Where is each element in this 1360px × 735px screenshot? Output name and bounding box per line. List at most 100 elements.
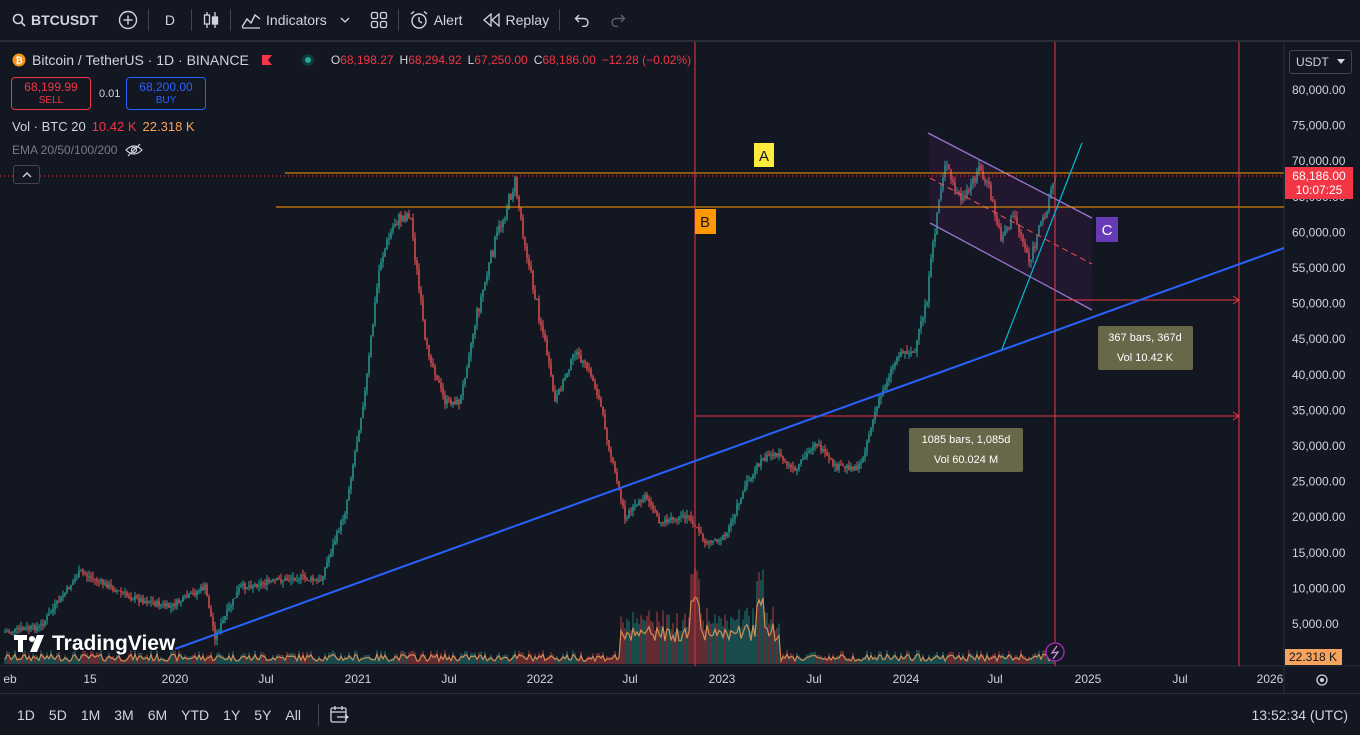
channel-upper-line[interactable] — [927, 132, 1093, 219]
volume-bar — [60, 659, 62, 664]
volume-bar — [62, 658, 64, 664]
blue-trend-line[interactable] — [174, 247, 1285, 650]
candle-body — [342, 519, 344, 522]
interval-button[interactable]: D — [149, 0, 191, 41]
chart-pane[interactable]: A B C 367 bars, 367d Vol 10.42 K 1085 ba… — [0, 42, 1360, 693]
indicators-label: Indicators — [266, 12, 327, 28]
volume-bar — [680, 630, 682, 664]
volume-bar — [284, 658, 286, 664]
utc-clock[interactable]: 13:52:34 (UTC) — [1251, 706, 1348, 723]
range-button-6m[interactable]: 6M — [147, 706, 168, 723]
candle-body — [434, 366, 436, 375]
candle-body — [1032, 246, 1034, 260]
date-range-picker-button[interactable] — [329, 705, 349, 725]
volume-bar — [798, 655, 800, 664]
volume-bar — [1030, 657, 1032, 664]
chart-settings-icon[interactable] — [1316, 674, 1328, 686]
layouts-button[interactable] — [360, 0, 398, 41]
volume-bar — [292, 652, 294, 664]
candle-body — [952, 179, 954, 183]
replay-button[interactable]: Replay — [473, 0, 560, 41]
volume-bar — [896, 656, 898, 664]
tradingview-logo[interactable]: TradingView — [14, 632, 175, 656]
eye-hidden-icon[interactable] — [125, 143, 144, 157]
sell-button[interactable]: 68,199.99 SELL — [11, 77, 91, 110]
volume-bar — [70, 658, 72, 664]
currency-select[interactable]: USDT — [1289, 50, 1352, 74]
candle-body — [790, 464, 792, 468]
candle-body — [956, 192, 958, 194]
candle-body — [420, 289, 422, 301]
candle-body — [894, 363, 896, 367]
redo-button[interactable] — [604, 0, 632, 41]
volume-bar — [410, 651, 412, 664]
label-b[interactable]: B — [700, 214, 710, 231]
range-button-5d[interactable]: 5D — [48, 706, 67, 723]
volume-bar — [530, 653, 532, 664]
indicators-button[interactable]: Indicators — [231, 0, 360, 41]
candle-body — [30, 626, 32, 630]
volume-bar — [994, 652, 996, 664]
volume-bar — [130, 650, 132, 664]
label-a[interactable]: A — [759, 148, 769, 165]
buy-button[interactable]: 68,200.00 BUY — [126, 77, 206, 110]
candle-body — [412, 218, 414, 238]
compare-symbol-button[interactable] — [108, 0, 148, 41]
candle-body — [814, 443, 816, 447]
symbol-search-button[interactable]: BTCUSDT — [0, 0, 108, 41]
range-button-1m[interactable]: 1M — [80, 706, 101, 723]
series-title[interactable]: Bitcoin / TetherUS · 1D · BINANCE — [32, 52, 249, 68]
candle-body — [96, 579, 98, 582]
price-chart[interactable]: A B C 367 bars, 367d Vol 10.42 K 1085 ba… — [0, 42, 1360, 693]
range-button-3m[interactable]: 3M — [114, 706, 134, 723]
chart-type-button[interactable] — [192, 0, 230, 41]
channel-lower-line[interactable] — [929, 222, 1093, 311]
volume-bar — [404, 652, 406, 664]
indicators-icon — [241, 13, 261, 29]
candle-body — [98, 581, 100, 583]
range1-vol-text: Vol 10.42 K — [1117, 352, 1174, 364]
range-button-1d[interactable]: 1D — [17, 706, 35, 723]
candle-body — [68, 587, 70, 589]
candle-body — [192, 592, 194, 594]
candle-body — [920, 320, 922, 329]
candle-body — [922, 317, 924, 321]
market-status-icon[interactable] — [301, 53, 315, 67]
undo-button[interactable] — [560, 0, 604, 41]
volume-bar — [288, 653, 290, 664]
range-button-ytd[interactable]: YTD — [181, 706, 210, 723]
volume-legend[interactable]: Vol · BTC 20 10.42 K 22.318 K — [12, 119, 195, 134]
time-axis[interactable]: eb 15 2020 Jul 2021 Jul 2022 Jul 2023 Jul 2024 Jul 2… — [3, 672, 1283, 686]
range-button-all[interactable]: All — [285, 706, 301, 723]
volume-bar — [16, 658, 18, 664]
candle-body — [738, 503, 740, 505]
candle-body — [274, 579, 276, 581]
range-button-1y[interactable]: 1Y — [223, 706, 241, 723]
candle-body — [26, 627, 28, 629]
lightning-icon[interactable] — [1045, 642, 1065, 662]
candle-body — [584, 360, 586, 363]
volume-bar — [982, 654, 984, 664]
candle-body — [858, 464, 860, 470]
range-button-5y[interactable]: 5Y — [254, 706, 272, 723]
alert-button[interactable]: Alert — [399, 0, 473, 41]
label-c[interactable]: C — [1102, 222, 1113, 239]
ema-legend[interactable]: EMA 20/50/100/200 — [12, 143, 144, 157]
candle-body — [992, 199, 994, 202]
candle-body — [80, 570, 82, 572]
volume-bar — [424, 654, 426, 664]
candle-body — [996, 215, 998, 225]
volume-bar — [566, 651, 568, 664]
candle-body — [172, 603, 174, 607]
candle-body — [112, 586, 114, 591]
cyan-trend-line[interactable] — [1001, 142, 1083, 350]
candle-body — [550, 363, 552, 376]
volume-bar — [966, 659, 968, 664]
candle-body — [268, 579, 270, 582]
candle-body — [110, 584, 112, 587]
flag-icon[interactable] — [261, 54, 273, 66]
collapse-legend-button[interactable] — [13, 165, 40, 184]
candle-body — [202, 586, 204, 590]
price-axis[interactable]: 80,000.0075,000.0070,000.0065,000.0060,0… — [1292, 83, 1346, 631]
volume-bar — [1044, 650, 1046, 664]
